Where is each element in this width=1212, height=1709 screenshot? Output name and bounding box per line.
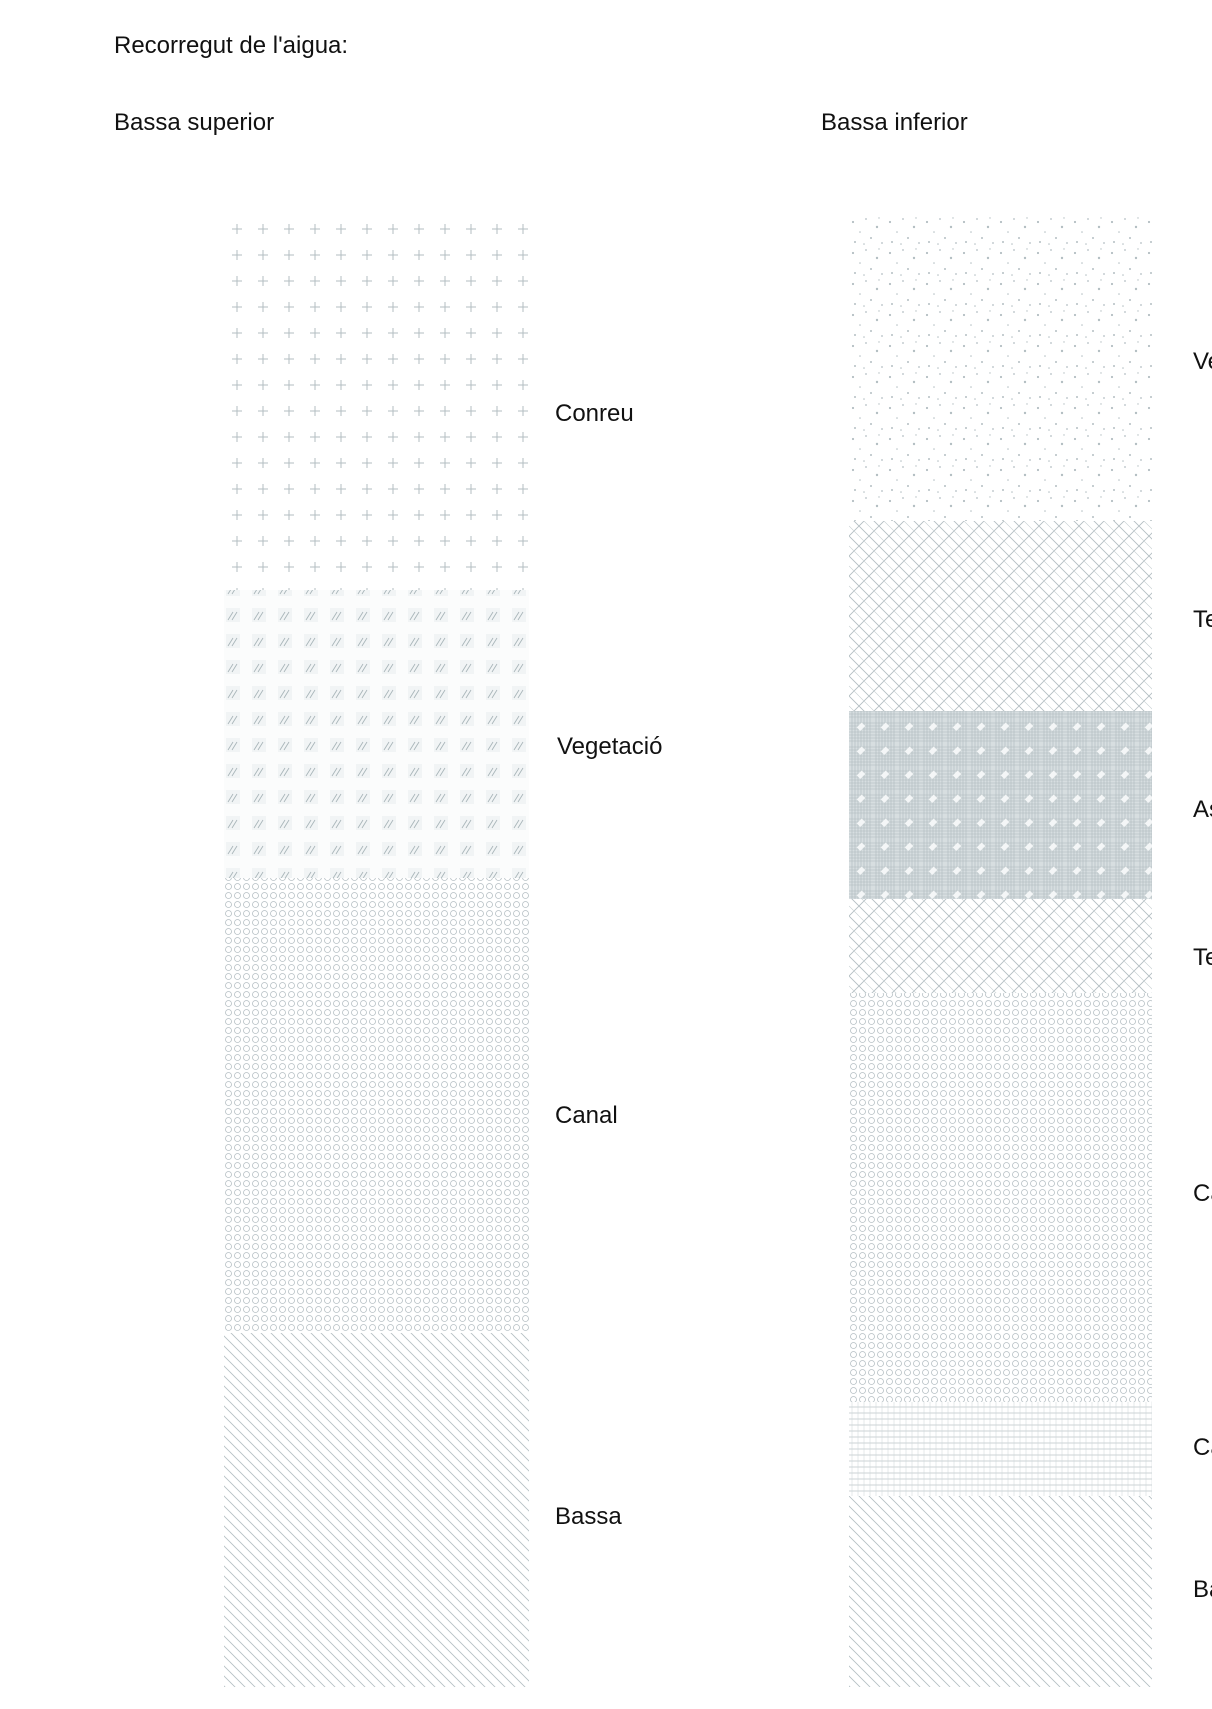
upper-band-vegetacio: [224, 590, 529, 878]
upper-label-bassa: Bassa: [555, 1503, 622, 1530]
lower-label-te-2: Te: [1193, 944, 1212, 971]
upper-band-bassa: [224, 1333, 529, 1687]
upper-label-vegetacio: Vegetació: [557, 733, 663, 760]
lower-band-as: [849, 711, 1152, 899]
upper-pool-column: [224, 216, 529, 1687]
upper-label-conreu: Conreu: [555, 400, 634, 427]
upper-label-canal: Canal: [555, 1102, 618, 1129]
lower-label-ba: Ba: [1193, 1576, 1212, 1603]
lower-band-ca-1: [849, 993, 1152, 1402]
lower-label-ve: Ve: [1193, 348, 1212, 375]
page-title: Recorregut de l'aigua:: [114, 32, 349, 59]
lower-band-ba: [849, 1496, 1152, 1687]
lower-label-as: As: [1193, 796, 1212, 823]
upper-pool-title: Bassa superior: [114, 109, 275, 136]
lower-label-ca-1: Ca: [1193, 1180, 1212, 1207]
lower-band-te-1: [849, 521, 1152, 711]
lower-pool-column: [849, 216, 1152, 1687]
lower-label-ca-2: Ca: [1193, 1434, 1212, 1461]
lower-pool-title: Bassa inferior: [821, 109, 968, 136]
upper-band-conreu: [224, 216, 529, 590]
lower-band-ve: [849, 216, 1152, 521]
lower-band-te-2: [849, 899, 1152, 993]
lower-label-te-1: Te: [1193, 606, 1212, 633]
upper-band-canal: [224, 878, 529, 1333]
lower-band-ca-2: [849, 1402, 1152, 1496]
